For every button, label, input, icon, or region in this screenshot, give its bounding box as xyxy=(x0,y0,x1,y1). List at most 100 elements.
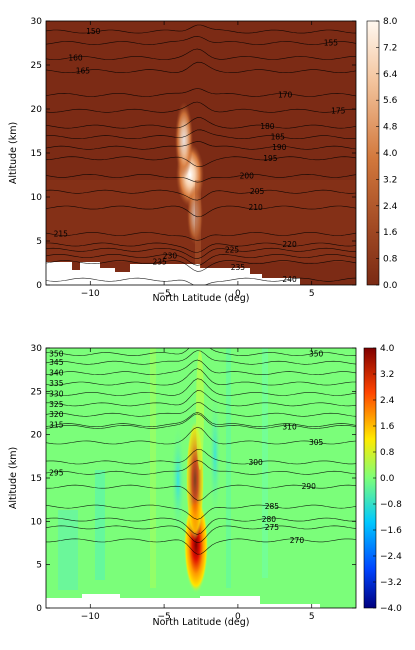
potential-temperature-panel: −10 −5 0 5 0 5 10 15 20 25 30 North Latitude (deg… xyxy=(8,344,402,628)
contour-label: 300 xyxy=(248,458,263,467)
contour-label: 305 xyxy=(309,438,324,447)
contour-label: 310 xyxy=(282,422,297,431)
contour-label: 350 xyxy=(309,350,324,359)
y-tick-label: 10 xyxy=(31,193,43,203)
contour-label: 335 xyxy=(49,379,64,388)
contour-label: 200 xyxy=(240,171,255,180)
contour-label: 155 xyxy=(324,39,339,48)
y-tick-label: 30 xyxy=(31,17,43,27)
contour-lines xyxy=(46,24,356,285)
streak xyxy=(226,348,231,588)
contour-line xyxy=(46,254,356,266)
contour-label: 210 xyxy=(248,203,263,212)
contour-line xyxy=(46,350,356,365)
y-tick-label: 15 xyxy=(31,149,42,159)
contour-line xyxy=(46,413,356,429)
contour-lines xyxy=(46,348,356,555)
contour-line xyxy=(46,525,356,544)
y-tick-label: 0 xyxy=(36,281,42,291)
contour-label: 235 xyxy=(153,258,168,267)
colorbar-tick-label: −4.0 xyxy=(380,604,402,614)
contour-line xyxy=(46,61,356,74)
x-tick-label: −10 xyxy=(81,289,100,299)
contour-line xyxy=(46,426,356,445)
contour-line xyxy=(46,88,356,97)
contour-label: 290 xyxy=(302,482,317,491)
colorbar-tick-label: 7.2 xyxy=(383,43,397,53)
contour-line xyxy=(46,538,356,555)
y-axis-label: Altitude (km) xyxy=(8,122,19,184)
x-tick-label: −5 xyxy=(157,289,170,299)
contour-line xyxy=(46,378,356,396)
contour-label: 345 xyxy=(49,358,64,367)
contour-label: 220 xyxy=(282,240,297,249)
contour-line xyxy=(46,460,356,475)
contour-line xyxy=(46,484,356,501)
plume-stem xyxy=(195,180,201,270)
contour-label: 160 xyxy=(68,53,83,62)
y-tick-label: 25 xyxy=(31,387,42,397)
contour-label: 280 xyxy=(262,515,277,524)
contour-label: 275 xyxy=(265,523,280,532)
contour-label: 325 xyxy=(49,400,64,409)
contour-line xyxy=(46,173,356,183)
streak xyxy=(58,510,78,590)
heatmap-field xyxy=(46,348,356,608)
colorbar-tick-label: 1.6 xyxy=(380,422,395,432)
colorbar-tick-label: 6.4 xyxy=(383,70,398,80)
x-tick-label: 5 xyxy=(309,289,315,299)
streak xyxy=(95,470,105,580)
heatmap-field xyxy=(46,21,356,285)
y-tick-label: 0 xyxy=(36,604,42,614)
y-tick-label: 25 xyxy=(31,61,42,71)
contour-line xyxy=(46,117,356,129)
contour-label: 295 xyxy=(49,468,64,477)
colorbar-ticks: 0.0 0.8 1.6 2.4 3.2 4.0 4.8 5.6 6.4 7.2 8.0 xyxy=(376,17,398,291)
contour-line xyxy=(46,48,356,60)
x-tick-label: 5 xyxy=(309,612,315,622)
contour-line xyxy=(46,402,356,417)
contour-label: 195 xyxy=(263,154,278,163)
contour-label: 185 xyxy=(271,133,286,142)
contour-line xyxy=(46,359,356,376)
contour-line xyxy=(46,232,356,241)
colorbar-ticks: −4.0 −3.2 −2.4 −1.6 −0.8 0.0 0.8 1.6 2.4 3.2 4.0 xyxy=(373,344,402,614)
colorbar-tick-label: −1.6 xyxy=(380,526,402,536)
x-axis-ticks: −10 −5 0 5 xyxy=(81,21,315,299)
colorbar-tick-label: 0.0 xyxy=(383,281,398,291)
contour-line xyxy=(46,448,356,465)
contour-line xyxy=(46,156,356,168)
cyan-anomaly xyxy=(171,420,185,540)
y-tick-label: 20 xyxy=(31,105,43,115)
contour-label: 170 xyxy=(278,90,293,99)
contour-line xyxy=(46,129,356,140)
colorbar-tick-label: 5.6 xyxy=(383,96,398,106)
contour-label: 215 xyxy=(54,229,69,238)
contour-line xyxy=(46,35,356,45)
colorbar-tick-label: 4.0 xyxy=(380,344,395,354)
contour-line xyxy=(46,141,356,150)
contour-line xyxy=(46,242,356,253)
contour-line xyxy=(46,260,356,272)
x-tick-label: 0 xyxy=(235,289,241,299)
x-axis-label: North Latitude (deg) xyxy=(152,617,249,628)
x-tick-label: −5 xyxy=(157,612,170,622)
contour-label: 225 xyxy=(225,245,240,254)
contour-label: 230 xyxy=(163,251,178,260)
contour-label: 270 xyxy=(290,536,305,545)
y-tick-label: 5 xyxy=(36,561,42,571)
contour-label: 175 xyxy=(331,106,346,115)
x-tick-label: −10 xyxy=(81,612,100,622)
colorbar-tick-label: 0.8 xyxy=(383,255,398,265)
contour-label: 285 xyxy=(265,502,280,511)
y-tick-label: 10 xyxy=(31,517,43,527)
contour-label: 240 xyxy=(282,275,297,284)
colorbar-tick-label: 2.4 xyxy=(383,202,398,212)
plume-top xyxy=(196,350,204,470)
x-axis-label: North Latitude (deg) xyxy=(152,293,249,304)
contour-label: 165 xyxy=(76,67,91,76)
streak xyxy=(150,348,156,588)
contour-line xyxy=(46,101,356,113)
colorbar-tick-label: 4.0 xyxy=(383,149,398,159)
